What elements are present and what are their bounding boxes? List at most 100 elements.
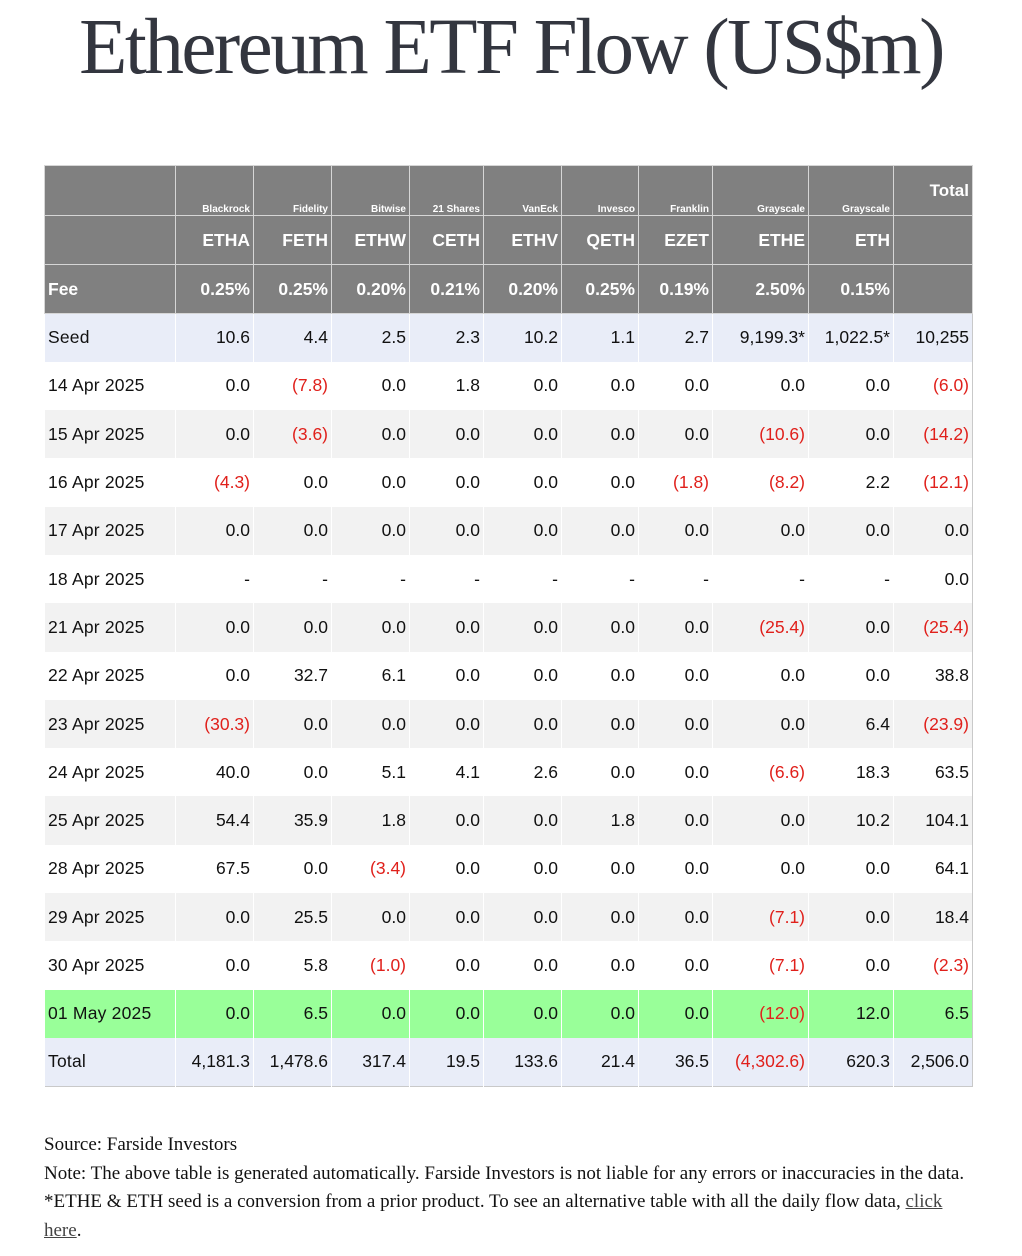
flow-cell: 0.0 bbox=[409, 844, 484, 894]
fee-value: 0.25% bbox=[175, 264, 254, 314]
flow-cell: - bbox=[561, 554, 639, 604]
row-total-cell: 38.8 bbox=[893, 651, 973, 700]
table-row: 30 Apr 2025 0.0 5.8 (1.0) 0.0 0.0 0.0 0.0 (7.1) 0… bbox=[44, 941, 973, 990]
corner-header bbox=[44, 215, 176, 265]
fee-value: 2.50% bbox=[712, 264, 809, 314]
row-label: 16 Apr 2025 bbox=[44, 458, 176, 507]
flow-cell: 0.0 bbox=[331, 410, 410, 459]
flow-cell: 67.5 bbox=[175, 844, 254, 894]
flow-cell: 0.0 bbox=[409, 458, 484, 507]
flow-cell: 54.4 bbox=[175, 796, 254, 845]
flow-cell: 6.5 bbox=[253, 989, 332, 1038]
row-label: Seed bbox=[44, 313, 176, 362]
row-label: 22 Apr 2025 bbox=[44, 651, 176, 700]
fee-value: 0.21% bbox=[409, 264, 484, 314]
flow-cell: (1.0) bbox=[331, 941, 410, 990]
table-row: 17 Apr 2025 0.0 0.0 0.0 0.0 0.0 0.0 0.0 0.0 0.0 0.… bbox=[44, 506, 973, 555]
note-paragraph: Note: The above table is generated autom… bbox=[44, 1160, 974, 1246]
flow-cell: 9,199.3* bbox=[712, 313, 809, 362]
flow-cell: 36.5 bbox=[638, 1037, 713, 1087]
table-row: 25 Apr 2025 54.4 35.9 1.8 0.0 0.0 1.8 0.0 0.0 10.… bbox=[44, 796, 973, 845]
total-column-header: Total bbox=[893, 165, 973, 216]
row-total-cell: 10,255 bbox=[893, 313, 973, 362]
row-total-cell: 63.5 bbox=[893, 748, 973, 797]
row-total-cell: 104.1 bbox=[893, 796, 973, 845]
etf-flow-table: Blackrock Fidelity Bitwise 21 Shares Van… bbox=[44, 165, 973, 1087]
flow-cell: 10.2 bbox=[483, 313, 562, 362]
flow-cell: 0.0 bbox=[808, 361, 894, 411]
flow-cell: 0.0 bbox=[253, 748, 332, 797]
click-here-link[interactable]: click here bbox=[44, 1191, 943, 1241]
issuer-header-row: Blackrock Fidelity Bitwise 21 Shares Van… bbox=[44, 165, 973, 216]
flow-cell: 1.8 bbox=[409, 361, 484, 411]
flow-cell: 0.0 bbox=[331, 506, 410, 555]
corner-header bbox=[44, 165, 176, 216]
flow-cell: 0.0 bbox=[483, 603, 562, 652]
fee-value: 0.20% bbox=[483, 264, 562, 314]
flow-cell: (3.4) bbox=[331, 844, 410, 894]
flow-cell: 0.0 bbox=[638, 699, 713, 749]
flow-cell: 0.0 bbox=[638, 603, 713, 652]
flow-cell: 4.1 bbox=[409, 748, 484, 797]
row-label: 25 Apr 2025 bbox=[44, 796, 176, 845]
issuer-header: 21 Shares bbox=[409, 165, 484, 216]
flow-cell: 0.0 bbox=[638, 796, 713, 845]
flow-cell: 0.0 bbox=[409, 699, 484, 749]
flow-cell: 0.0 bbox=[483, 410, 562, 459]
row-label: 23 Apr 2025 bbox=[44, 699, 176, 749]
flow-cell: 0.0 bbox=[808, 844, 894, 894]
row-total-cell: 18.4 bbox=[893, 893, 973, 942]
flow-cell: - bbox=[253, 554, 332, 604]
flow-cell: 0.0 bbox=[561, 893, 639, 942]
flow-cell: 0.0 bbox=[483, 458, 562, 507]
row-total-cell: (14.2) bbox=[893, 410, 973, 459]
flow-cell: 25.5 bbox=[253, 893, 332, 942]
flow-cell: 0.0 bbox=[808, 603, 894, 652]
flow-cell: 0.0 bbox=[253, 699, 332, 749]
flow-cell: 32.7 bbox=[253, 651, 332, 700]
table-row: 24 Apr 2025 40.0 0.0 5.1 4.1 2.6 0.0 0.0 (6.6) 18… bbox=[44, 748, 973, 797]
flow-cell: 2.2 bbox=[808, 458, 894, 507]
flow-cell: 2.7 bbox=[638, 313, 713, 362]
row-label: Total bbox=[44, 1037, 176, 1087]
issuer-header: Blackrock bbox=[175, 165, 254, 216]
flow-cell: (25.4) bbox=[712, 603, 809, 652]
flow-cell: 0.0 bbox=[409, 410, 484, 459]
flow-cell: 0.0 bbox=[331, 989, 410, 1038]
issuer-header: Grayscale bbox=[712, 165, 809, 216]
flow-cell: 1.8 bbox=[331, 796, 410, 845]
flow-cell: 0.0 bbox=[175, 361, 254, 411]
issuer-header: Fidelity bbox=[253, 165, 332, 216]
table-row: 18 Apr 2025- - - - - - - - -0.0 bbox=[44, 554, 973, 604]
row-total-cell: 64.1 bbox=[893, 844, 973, 894]
flow-cell: 133.6 bbox=[483, 1037, 562, 1087]
flow-cell: 0.0 bbox=[175, 651, 254, 700]
flow-cell: 2.3 bbox=[409, 313, 484, 362]
flow-cell: 0.0 bbox=[561, 361, 639, 411]
flow-cell: 0.0 bbox=[561, 458, 639, 507]
flow-cell: 0.0 bbox=[175, 410, 254, 459]
ticker-header: ETHE bbox=[712, 215, 809, 265]
flow-cell: - bbox=[712, 554, 809, 604]
flow-cell: 0.0 bbox=[712, 844, 809, 894]
ticker-header: ETHW bbox=[331, 215, 410, 265]
flow-cell: 0.0 bbox=[409, 506, 484, 555]
ticker-header: ETHV bbox=[483, 215, 562, 265]
flow-cell: 6.4 bbox=[808, 699, 894, 749]
row-label: 01 May 2025 bbox=[44, 989, 176, 1038]
flow-cell: (6.6) bbox=[712, 748, 809, 797]
flow-cell: 0.0 bbox=[483, 506, 562, 555]
flow-cell: 0.0 bbox=[638, 941, 713, 990]
fee-value: 0.25% bbox=[253, 264, 332, 314]
flow-cell: 0.0 bbox=[712, 699, 809, 749]
flow-cell: 0.0 bbox=[712, 361, 809, 411]
flow-cell: 0.0 bbox=[331, 893, 410, 942]
flow-cell: (12.0) bbox=[712, 989, 809, 1038]
issuer-header: Franklin bbox=[638, 165, 713, 216]
flow-cell: 0.0 bbox=[175, 893, 254, 942]
flow-cell: (1.8) bbox=[638, 458, 713, 507]
issuer-header: Invesco bbox=[561, 165, 639, 216]
fee-header-row: Fee 0.25% 0.25% 0.20% 0.21% 0.20% 0.25% … bbox=[44, 264, 973, 314]
flow-cell: 0.0 bbox=[638, 893, 713, 942]
flow-cell: 10.6 bbox=[175, 313, 254, 362]
